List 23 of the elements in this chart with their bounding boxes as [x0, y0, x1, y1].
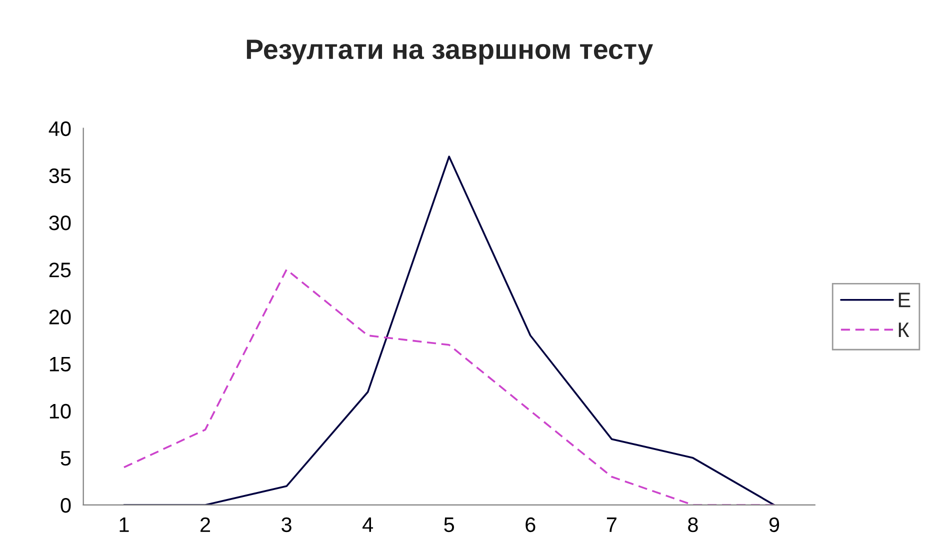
x-tick-label: 9: [769, 517, 780, 532]
x-tick-label: 7: [606, 518, 616, 532]
legend-label: Е: [898, 292, 910, 308]
x-tick-label: 3: [282, 517, 292, 532]
y-tick-label: 25: [49, 262, 71, 278]
x-tick-label: 4: [362, 518, 374, 532]
chart-title: Резултати на завршном тесту: [246, 40, 654, 65]
x-tick-label: 8: [688, 517, 698, 532]
y-tick-label: 40: [48, 121, 71, 136]
x-tick-label: 5: [444, 518, 454, 532]
y-tick-label: 15: [50, 356, 71, 372]
y-tick-label: 10: [50, 404, 71, 419]
x-tick-label: 6: [526, 517, 536, 532]
y-tick-label: 5: [60, 451, 71, 466]
y-tick-label: 30: [49, 216, 71, 230]
y-tick-label: 0: [60, 498, 71, 513]
legend-label: К: [898, 322, 910, 337]
line-series: [123, 268, 776, 505]
y-tick-label: 20: [49, 310, 71, 324]
line-series: [123, 156, 776, 505]
x-tick-label: 1: [120, 518, 129, 532]
y-tick-label: 35: [49, 168, 71, 184]
x-tick-label: 2: [200, 517, 210, 532]
